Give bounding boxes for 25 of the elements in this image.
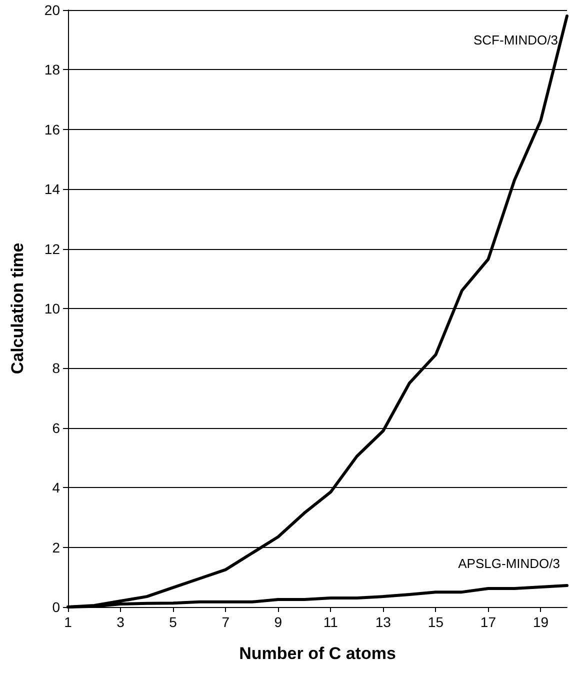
y-tick-label: 8 [52, 360, 60, 376]
x-tick-label: 1 [64, 614, 72, 630]
y-tick-label: 2 [52, 539, 60, 556]
x-tick-label: 11 [323, 614, 338, 630]
x-tick-label: 17 [480, 614, 496, 630]
x-tick-label: 15 [428, 614, 444, 630]
y-tick-label: 16 [44, 121, 60, 138]
y-tick-label: 20 [44, 2, 60, 18]
x-tick-label: 7 [222, 614, 230, 630]
y-axis-title: Calculation time [8, 242, 27, 374]
y-tick-label: 18 [44, 62, 60, 78]
y-tick-label: 0 [52, 599, 60, 615]
x-tick-label: 13 [375, 614, 392, 630]
y-tick-label: 6 [52, 420, 60, 436]
series-label: APSLG-MINDO/3 [458, 556, 560, 572]
x-tick-label: 5 [169, 614, 178, 630]
x-axis-title: Number of C atoms [239, 644, 396, 663]
x-tick-label: 3 [116, 614, 125, 630]
y-tick-label: 10 [44, 300, 60, 316]
y-tick-label: 4 [52, 480, 60, 496]
x-tick-label: 19 [532, 614, 549, 630]
y-tick-label: 14 [44, 181, 60, 198]
series-label: SCF-MINDO/3 [474, 32, 558, 48]
x-tick-label: 9 [274, 614, 282, 630]
y-tick-label: 12 [44, 240, 60, 257]
